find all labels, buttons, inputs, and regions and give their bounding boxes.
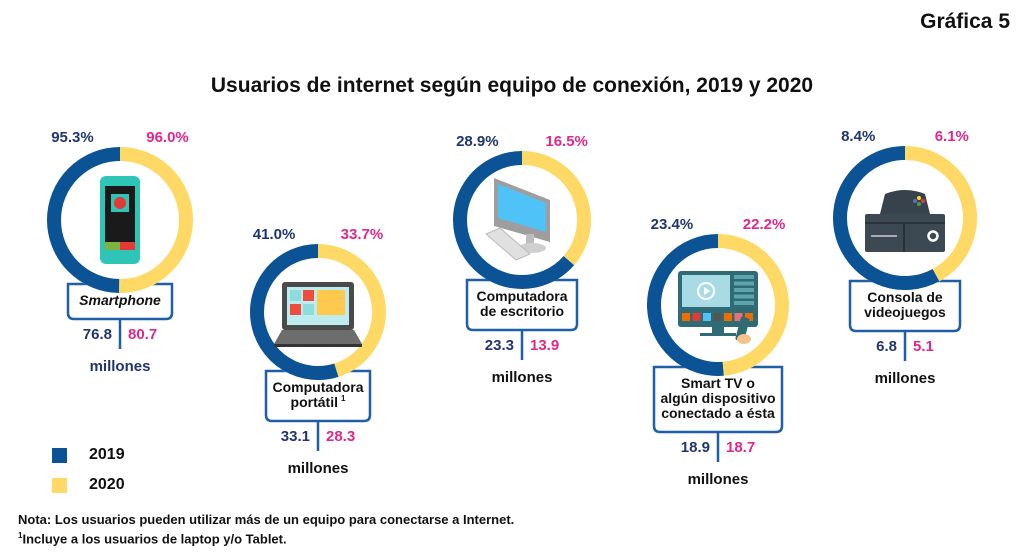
pct-label-2019: 28.9% [456, 133, 499, 150]
donut-segment-2019 [47, 147, 121, 293]
category-label-line: Computadora [273, 379, 364, 395]
units-label: millones [875, 370, 936, 387]
legend-label-2019: 2019 [89, 446, 125, 463]
donut-segment-2019 [647, 234, 724, 376]
footnote-text: Incluye a los usuarios de laptop y/o Tab… [22, 531, 287, 547]
category-label-line: Computadora [477, 288, 568, 304]
category-label-line: de escritorio [480, 303, 564, 319]
donut-segment-2020 [317, 244, 386, 377]
legend-swatch-2019 [52, 447, 67, 463]
users-value-2020: 80.7 [128, 326, 157, 343]
pct-label-2020: 16.5% [545, 133, 588, 150]
units-label: millones [492, 369, 553, 386]
pct-label-2020: 22.2% [743, 216, 786, 233]
donut-segment-2020 [119, 147, 193, 293]
notes: Nota: Los usuarios pueden utilizar más d… [18, 512, 514, 547]
legend-label-2020: 2020 [89, 476, 125, 493]
category-label-line: portátil 1 [291, 394, 346, 410]
legend-swatch-2020 [52, 477, 67, 493]
donut-segment-2019 [833, 146, 940, 290]
users-value-2019: 23.3 [485, 337, 514, 354]
category-label-box [848, 279, 962, 333]
category-label-line: algún dispositivo [660, 390, 775, 406]
category-label-box [66, 282, 174, 321]
users-value-2019: 6.8 [876, 338, 897, 355]
category-label-line: Smart TV o [681, 375, 755, 391]
pct-label-2019: 95.3% [51, 129, 94, 146]
legend-item-2020: 2020 [52, 470, 125, 500]
footnote-marker: 1 [18, 531, 23, 540]
units-label: millones [90, 358, 151, 375]
pct-label-2020: 33.7% [341, 226, 384, 243]
smart-tv-icon [678, 271, 758, 344]
legend: 2019 2020 [52, 440, 125, 500]
category-label-box [465, 278, 579, 332]
donut-segment-2020 [717, 234, 789, 376]
category-label-line: videojuegos [864, 304, 946, 320]
donut-segment-2019 [453, 151, 575, 289]
users-value-2020: 18.7 [726, 439, 755, 456]
pct-label-2020: 6.1% [935, 128, 969, 145]
pct-label-2019: 8.4% [841, 128, 875, 145]
pct-label-2019: 41.0% [253, 226, 296, 243]
category-label-line: Smartphone [79, 292, 161, 308]
pct-label-2019: 23.4% [651, 216, 694, 233]
donut-group-1: 95.3% 96.0% Smartphone 76.8 80.7 millones [47, 129, 193, 375]
category-label-line: conectado a ésta [661, 405, 775, 421]
donut-segment-2020 [521, 151, 591, 266]
units-label: millones [688, 471, 749, 488]
pct-label-2020: 96.0% [146, 129, 189, 146]
category-label-box [652, 365, 784, 434]
donut-segment-2019 [250, 244, 339, 380]
users-value-2019: 18.9 [681, 439, 710, 456]
users-value-2020: 13.9 [530, 337, 559, 354]
game-console-icon [865, 190, 945, 252]
laptop-icon [274, 282, 362, 347]
category-label-line: Consola de [867, 289, 943, 305]
chart-title: Usuarios de internet según equipo de con… [210, 74, 814, 97]
figure-label: Gráfica 5 [920, 10, 1010, 33]
desktop-computer-icon [485, 178, 550, 261]
units-label: millones [288, 460, 349, 477]
users-value-2020: 5.1 [913, 338, 934, 355]
legend-item-2019: 2019 [52, 440, 125, 470]
users-value-2019: 33.1 [281, 428, 310, 445]
users-value-2019: 76.8 [83, 326, 112, 343]
donut-segment-2020 [904, 146, 977, 282]
footnote-marker: 1 [341, 394, 346, 403]
category-label-box [264, 369, 372, 423]
note-line-1: Nota: Los usuarios pueden utilizar más d… [18, 512, 515, 527]
smartphone-icon [100, 176, 140, 264]
users-value-2020: 28.3 [326, 428, 355, 445]
note-line-2: 1Incluye a los usuarios de laptop y/o Ta… [18, 528, 514, 547]
